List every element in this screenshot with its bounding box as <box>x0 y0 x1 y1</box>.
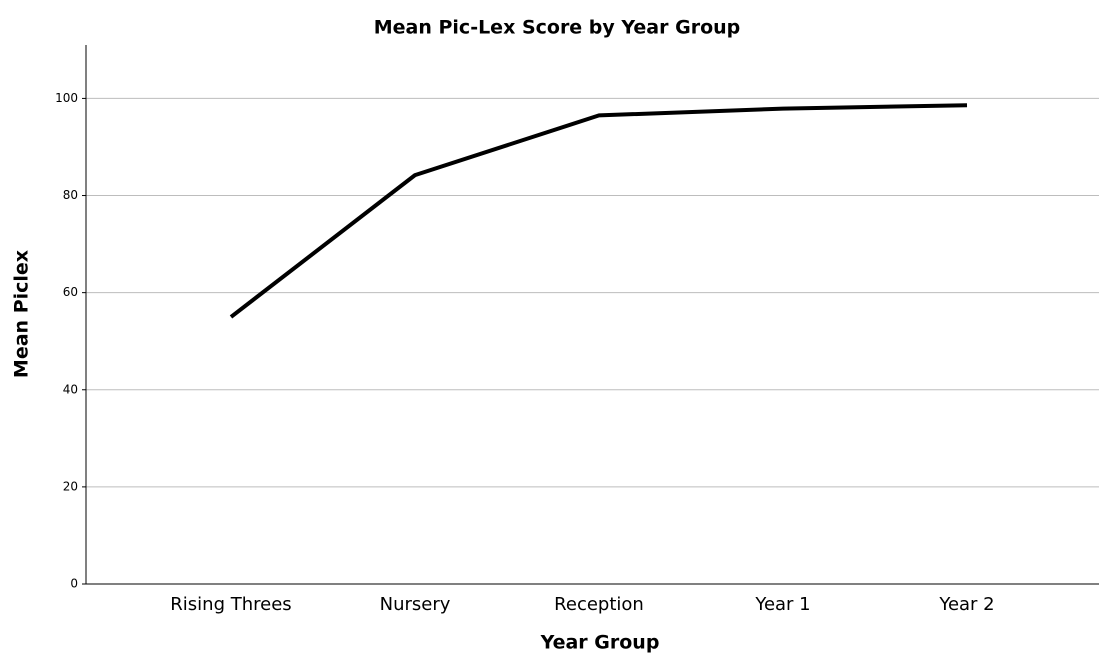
y-tick-label: 40 <box>63 382 78 396</box>
y-tick-label: 100 <box>55 91 78 105</box>
y-tick-label: 80 <box>63 188 78 202</box>
x-tick-label: Year 2 <box>938 594 994 615</box>
x-tick-label: Nursery <box>380 594 451 615</box>
chart-title: Mean Pic-Lex Score by Year Group <box>374 17 741 39</box>
line <box>229 103 968 319</box>
y-tick-label: 0 <box>70 577 78 591</box>
y-axis-label: Mean Piclex <box>11 250 33 378</box>
y-tick-label: 60 <box>63 285 78 299</box>
y-tick-label: 20 <box>63 479 78 493</box>
x-tick-label: Year 1 <box>754 594 810 615</box>
x-axis-label: Year Group <box>540 632 660 654</box>
x-tick-label: Rising Threes <box>170 594 291 615</box>
x-tick-label: Reception <box>554 594 644 615</box>
